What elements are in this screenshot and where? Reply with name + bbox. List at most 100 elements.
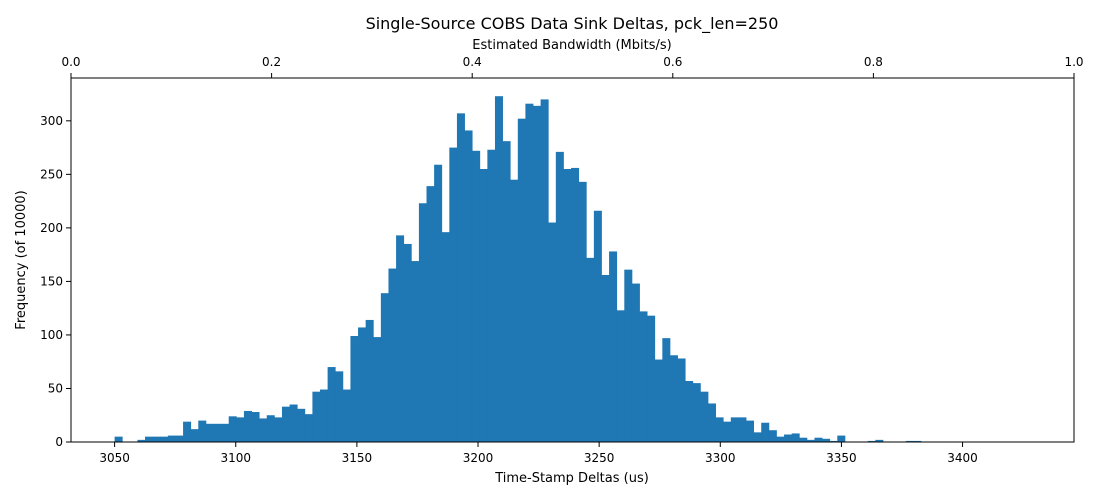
ticks-group: 3050 3100 3150 3200 3250 3300 3350 3400 0 50 100 15… [40, 55, 1083, 465]
histogram-bar [145, 436, 154, 442]
histogram-bar [160, 436, 169, 442]
histogram-bar [266, 415, 275, 442]
x-tick-label: 3250 [584, 451, 615, 465]
histogram-bar [167, 435, 176, 442]
histogram-bar [312, 391, 321, 442]
histogram-bar [799, 437, 808, 442]
histogram-bar [175, 435, 184, 442]
histogram-bar [274, 417, 283, 442]
y-tick-label: 150 [40, 274, 63, 288]
histogram-bar [723, 421, 732, 442]
histogram-bar [403, 243, 412, 442]
histogram-bar [205, 423, 214, 442]
histogram-bar [624, 269, 633, 442]
histogram-bar [746, 420, 755, 442]
histogram-bar [327, 367, 336, 442]
histogram-bar [753, 432, 762, 442]
histogram-bar [822, 438, 831, 442]
histogram-bar [586, 257, 595, 442]
histogram-bar [791, 433, 800, 442]
histogram-bar [502, 141, 511, 442]
histogram-bar [114, 436, 123, 442]
histogram-bar [525, 103, 534, 442]
histogram-bar [396, 235, 405, 442]
histogram-bar [472, 150, 481, 443]
histogram-bar [593, 210, 602, 442]
top-x-tick-label: 0.8 [864, 55, 883, 69]
histogram-bar [365, 319, 374, 442]
histogram-bar [730, 417, 739, 442]
histogram-bar [913, 440, 922, 442]
histogram-bar [320, 389, 329, 442]
histogram-bar [342, 389, 351, 442]
histogram-bar [380, 293, 389, 442]
histogram-bar [761, 422, 770, 442]
histogram-bar [829, 440, 838, 442]
histogram-bar [373, 337, 382, 442]
histogram-bar [677, 358, 686, 442]
histogram-bar [867, 440, 876, 442]
histogram-bar [297, 408, 306, 442]
histogram-bar [601, 274, 610, 442]
top-x-tick-label: 0.4 [463, 55, 482, 69]
histogram-bar [631, 283, 640, 442]
y-tick-label: 300 [40, 114, 63, 128]
histogram-bar [198, 420, 207, 442]
histogram-bar [639, 311, 648, 442]
histogram-bar [571, 167, 580, 442]
histogram-bar [555, 151, 564, 442]
histogram-bar [510, 179, 519, 442]
histogram-bar [654, 359, 663, 442]
histogram-bar [183, 421, 192, 442]
histogram-bar [533, 105, 542, 442]
histogram-bar [669, 355, 678, 442]
x-tick-label: 3100 [220, 451, 251, 465]
x-tick-label: 3300 [705, 451, 736, 465]
histogram-bar [449, 147, 458, 442]
histogram-bar [647, 315, 656, 442]
top-x-tick-label: 0.0 [61, 55, 80, 69]
plot-frame [70, 77, 1075, 443]
histogram-bar [479, 169, 488, 442]
histogram-bar [304, 414, 313, 442]
top-x-tick-label: 0.6 [663, 55, 682, 69]
histogram-bar [350, 336, 359, 442]
chart-title: Single-Source COBS Data Sink Deltas, pck… [366, 14, 779, 34]
histogram-bar [487, 149, 496, 443]
histogram-bar [236, 417, 245, 442]
histogram-bar [905, 440, 914, 442]
histogram-bar [616, 310, 625, 442]
histogram-bar [700, 391, 709, 442]
histogram-bar [243, 410, 252, 442]
histogram-bar [434, 164, 443, 442]
histogram-bar [190, 429, 199, 442]
histogram-bar [875, 439, 884, 442]
histogram-bar [464, 130, 473, 442]
histogram-bar [289, 404, 298, 442]
x-tick-label: 3200 [463, 451, 494, 465]
histogram-bar [426, 186, 435, 442]
histogram-bar [540, 99, 549, 442]
x-tick-label: 3350 [826, 451, 857, 465]
histogram-bar [784, 434, 793, 442]
x-tick-label: 3400 [947, 451, 978, 465]
histogram-bar [768, 430, 777, 442]
histogram-bar [456, 113, 465, 442]
x-tick-label: 3050 [99, 451, 130, 465]
top-x-tick-label: 1.0 [1064, 55, 1083, 69]
histogram-bar [563, 169, 572, 442]
histogram-bar [578, 181, 587, 442]
y-tick-label: 50 [48, 381, 63, 395]
histogram-bar [418, 203, 427, 442]
histogram-bar [692, 383, 701, 442]
histogram-bar [335, 371, 344, 442]
histogram-bar [358, 327, 367, 442]
histogram-bar [152, 436, 161, 442]
histogram-bar [806, 439, 815, 442]
histogram-bar [228, 416, 237, 442]
histogram-bar [137, 439, 146, 442]
x-tick-label: 3150 [342, 451, 373, 465]
y-tick-label: 200 [40, 221, 63, 235]
y-tick-label: 100 [40, 328, 63, 342]
